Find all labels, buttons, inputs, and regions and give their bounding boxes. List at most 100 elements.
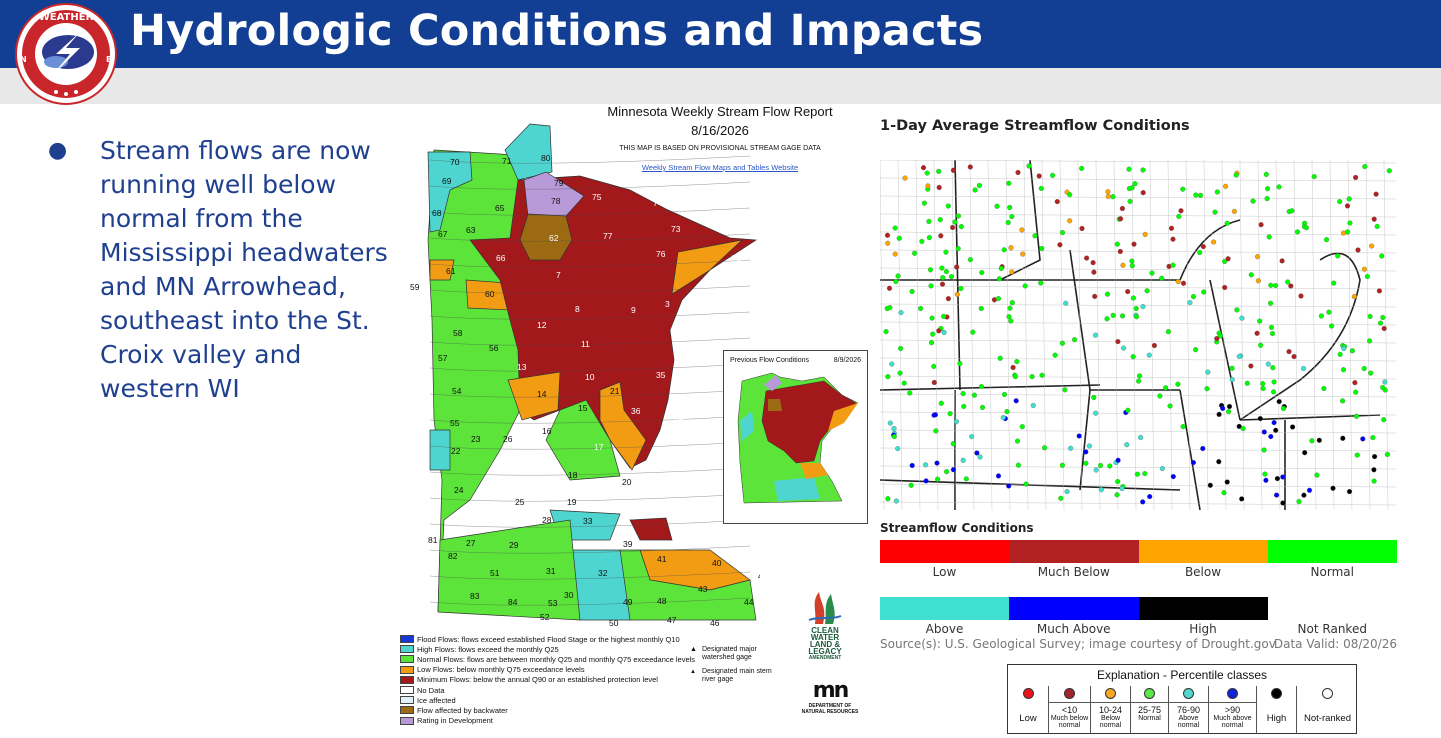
watershed-label: 73 bbox=[671, 224, 681, 234]
watershed-region-rating bbox=[523, 171, 585, 217]
watershed-label: 52 bbox=[540, 612, 550, 622]
gage-dot bbox=[995, 296, 1002, 302]
gage-dot bbox=[895, 273, 901, 279]
gage-dot bbox=[931, 363, 937, 369]
condition-swatch bbox=[1009, 597, 1139, 620]
county-line bbox=[880, 429, 1396, 434]
inset-map bbox=[737, 372, 859, 504]
gage-dot bbox=[1288, 283, 1294, 289]
county-line bbox=[987, 160, 993, 510]
gage-dot bbox=[950, 224, 956, 231]
county-line bbox=[429, 363, 751, 372]
gage-dot bbox=[1190, 294, 1197, 300]
gage-dot bbox=[1248, 272, 1254, 278]
class-dot-icon bbox=[1105, 688, 1116, 699]
gage-dot bbox=[1340, 367, 1347, 373]
watershed-label: 61 bbox=[446, 266, 456, 276]
gage-dot bbox=[1170, 236, 1176, 242]
title-bar bbox=[0, 0, 1441, 68]
gage-dot bbox=[953, 419, 959, 425]
watershed-region-normal bbox=[437, 519, 581, 621]
gage-dot bbox=[1193, 192, 1199, 198]
gage-dot bbox=[960, 457, 966, 463]
legend-label: Rating in Development bbox=[417, 716, 493, 726]
gage-dot bbox=[1193, 347, 1199, 353]
class-dot-icon bbox=[1022, 688, 1034, 699]
watershed-label: 54 bbox=[452, 386, 462, 396]
gage-dot bbox=[1000, 415, 1006, 421]
gage-dot bbox=[1006, 180, 1012, 186]
state-border bbox=[1239, 252, 1361, 421]
watershed-label: 55 bbox=[450, 418, 460, 428]
watershed-label: 34 bbox=[674, 413, 684, 423]
class-range: 76-90 bbox=[1169, 702, 1208, 715]
watershed-label: 43 bbox=[698, 584, 708, 594]
watershed-label: 60 bbox=[485, 289, 495, 299]
gage-dot bbox=[1372, 454, 1378, 460]
watershed-label: 33 bbox=[583, 516, 593, 526]
watershed-label: 32 bbox=[598, 568, 608, 578]
flow-maps-link[interactable]: Weekly Stream Flow Maps and Tables Websi… bbox=[641, 163, 799, 172]
watershed-label: 26 bbox=[503, 434, 513, 444]
watershed-label: 24 bbox=[454, 485, 464, 495]
class-name: Above normal bbox=[1177, 715, 1200, 729]
gage-dot bbox=[1093, 467, 1099, 473]
condition-swatch bbox=[1009, 540, 1139, 563]
gage-dot bbox=[940, 275, 946, 281]
county-line bbox=[429, 571, 751, 580]
gage-dot bbox=[1130, 354, 1136, 360]
gage-dot bbox=[960, 391, 966, 397]
gage-dot bbox=[1380, 384, 1386, 391]
gage-dot bbox=[1382, 379, 1388, 385]
gage-dot bbox=[1255, 278, 1261, 284]
watershed-label: 4 bbox=[708, 300, 713, 310]
county-line bbox=[1257, 160, 1263, 510]
gage-dot bbox=[1004, 409, 1010, 415]
percentile-class: 76-90 Above normal bbox=[1168, 686, 1208, 734]
watershed-label: 2 bbox=[721, 304, 726, 314]
gage-dot bbox=[1105, 193, 1111, 199]
gage-dot bbox=[952, 219, 958, 225]
percentile-class: Low bbox=[1008, 686, 1048, 734]
gage-dot bbox=[1151, 342, 1157, 349]
gage-dot bbox=[1329, 323, 1335, 329]
gage-dot bbox=[1224, 220, 1230, 226]
watershed-label: 50 bbox=[609, 618, 619, 628]
condition-swatch bbox=[1138, 540, 1268, 563]
watershed-label: 17 bbox=[594, 442, 604, 452]
gage-dot bbox=[1008, 245, 1014, 251]
legend-label: High Flows: flows exceed the monthly Q25 bbox=[417, 644, 559, 654]
gage-dot bbox=[1022, 283, 1028, 289]
gage-dot bbox=[1201, 289, 1207, 295]
condition-label: High bbox=[1189, 622, 1217, 636]
gage-dot bbox=[976, 182, 982, 189]
gage-dot bbox=[1052, 352, 1058, 358]
state-border bbox=[954, 160, 961, 391]
gage-dot bbox=[1265, 361, 1271, 367]
gage-dot bbox=[1229, 377, 1235, 383]
gage-dot bbox=[1178, 208, 1184, 214]
watershed-label: 76 bbox=[656, 249, 666, 259]
condition-label: Not Ranked bbox=[1297, 622, 1367, 636]
gage-dot bbox=[896, 235, 902, 241]
gage-dot bbox=[936, 328, 942, 334]
gage-dot bbox=[1050, 172, 1056, 178]
county-line bbox=[1329, 160, 1335, 510]
gage-dot bbox=[1030, 402, 1036, 409]
legend-label: Minimum Flows: below the annual Q90 or a… bbox=[417, 675, 658, 685]
county-line bbox=[880, 465, 1396, 470]
watershed-label: 19 bbox=[567, 497, 577, 507]
watershed-label: 66 bbox=[496, 253, 506, 263]
watershed-label: 71 bbox=[502, 156, 512, 166]
gage-dot bbox=[1014, 359, 1020, 365]
gage-dot bbox=[885, 496, 891, 502]
class-dot-icon bbox=[1064, 688, 1075, 699]
triangle-icon: ▲ bbox=[690, 646, 697, 653]
gage-dot bbox=[1010, 364, 1016, 371]
county-line bbox=[1149, 160, 1155, 510]
gage-dot bbox=[1296, 499, 1302, 505]
class-range: <10 bbox=[1049, 702, 1090, 715]
watershed-label: 84 bbox=[508, 597, 518, 607]
watershed-label: 8 bbox=[575, 304, 580, 314]
gage-dot bbox=[909, 288, 915, 295]
